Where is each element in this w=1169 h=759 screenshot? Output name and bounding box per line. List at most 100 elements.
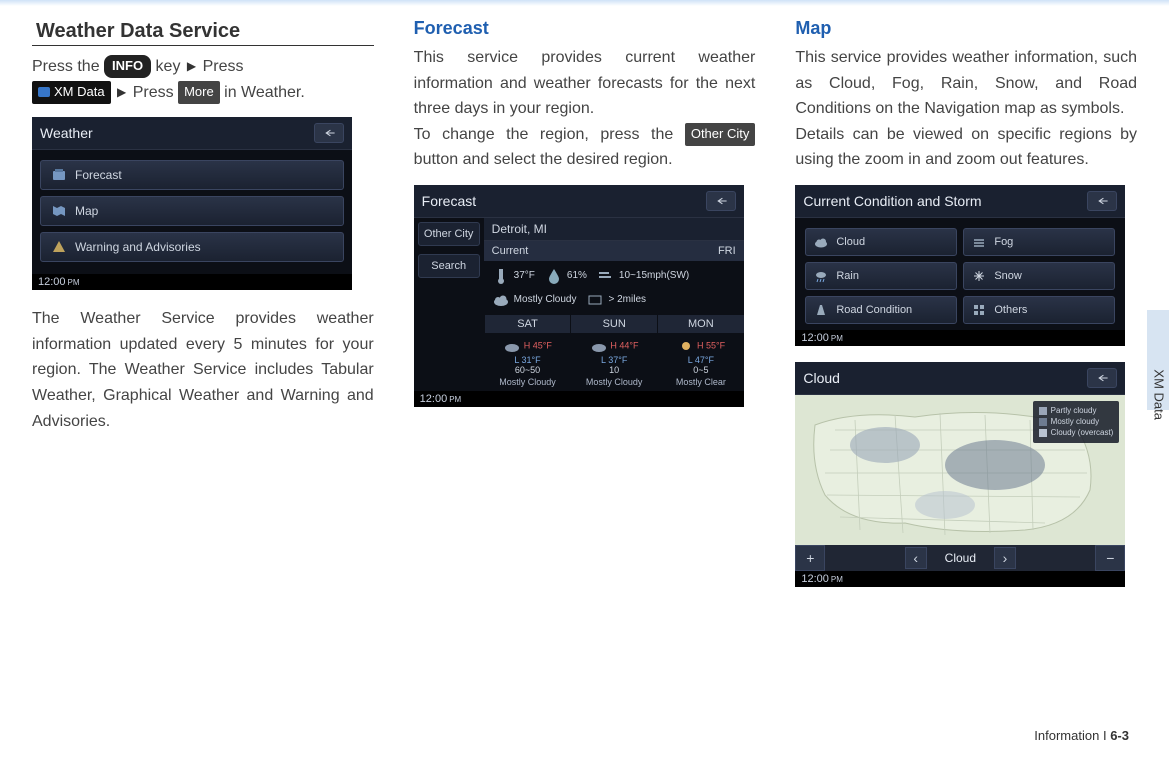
back-arrow-icon <box>714 196 728 206</box>
cell-label: Others <box>994 304 1027 316</box>
wind-icon <box>597 267 615 285</box>
cell-snow[interactable]: Snow <box>963 262 1115 290</box>
back-button[interactable] <box>1087 368 1117 388</box>
road-icon <box>814 303 828 317</box>
weather-device: Weather Forecast Map <box>32 117 352 290</box>
cell-label: Rain <box>836 270 859 282</box>
day-cell: H 45°F L 31°F 60~50 Mostly Cloudy <box>484 333 571 391</box>
cloud-map-canvas[interactable]: Partly cloudy Mostly cloudy Cloudy (over… <box>795 395 1125 545</box>
menu-item-forecast[interactable]: Forecast <box>40 160 344 190</box>
menu-item-warnings[interactable]: Warning and Advisories <box>40 232 344 262</box>
conditions-device: Current Condition and Storm Cloud Fog Ra… <box>795 185 1125 346</box>
device-title: Forecast <box>422 193 476 209</box>
extra: 10 <box>573 365 655 375</box>
clock-ampm: PM <box>68 278 80 287</box>
clock-bar: 12:00PM <box>795 330 1125 346</box>
hi: H 44°F <box>610 340 638 350</box>
visibility-icon <box>586 291 604 309</box>
day-head: MON <box>657 315 744 333</box>
day-cond: Mostly Cloudy <box>573 377 655 387</box>
column-map: Map This service provides weather inform… <box>795 18 1137 603</box>
text: key <box>156 58 185 75</box>
footer-section: Information <box>1034 728 1099 743</box>
legend-swatch <box>1039 407 1047 415</box>
device-title: Current Condition and Storm <box>803 193 981 209</box>
other-city-chip: Other City <box>685 123 756 146</box>
legend-label: Cloudy (overcast) <box>1051 427 1114 438</box>
hi-v: 55°F <box>706 340 725 350</box>
text: in Weather. <box>224 84 305 101</box>
instruction-line: Press the INFO key ▶ Press XM Data ▶ Pre… <box>32 54 374 105</box>
arrow-icon: ▶ <box>187 57 196 76</box>
clock-bar: 12:00PM <box>414 391 744 407</box>
day-cond: Mostly Cloudy <box>487 377 569 387</box>
zoom-out-button[interactable]: − <box>1095 545 1125 571</box>
hi: H 55°F <box>697 340 725 350</box>
extra: 60~50 <box>487 365 569 375</box>
clock-bar: 12:00PM <box>32 274 352 290</box>
back-arrow-icon <box>1095 373 1109 383</box>
current-wind: 10~15mph(SW) <box>597 267 689 285</box>
map-para2: Details can be viewed on specific region… <box>795 122 1137 173</box>
cloud-icon <box>503 337 521 355</box>
lo-v: 47°F <box>695 355 714 365</box>
xm-data-chip: XM Data <box>32 81 111 104</box>
back-button[interactable] <box>706 191 736 211</box>
grid-icon <box>972 303 986 317</box>
info-key: INFO <box>104 55 151 78</box>
other-city-button[interactable]: Other City <box>418 222 480 246</box>
text: To change the region, press the <box>414 126 685 143</box>
menu-label: Warning and Advisories <box>75 240 201 254</box>
hi-v: 44°F <box>619 340 638 350</box>
page-footer: Information I 6-3 <box>1034 728 1129 743</box>
droplet-icon <box>545 267 563 285</box>
back-button[interactable] <box>314 123 344 143</box>
cloud-map-device: Cloud Partl <box>795 362 1125 587</box>
text: Press <box>133 84 178 101</box>
day-cell: H 44°F L 37°F 10 Mostly Cloudy <box>570 333 657 391</box>
xm-icon <box>38 87 50 97</box>
clock-ampm: PM <box>831 575 843 584</box>
lo-v: 31°F <box>522 355 541 365</box>
cloud-icon <box>492 291 510 309</box>
sun-icon <box>677 337 695 355</box>
cell-others[interactable]: Others <box>963 296 1115 324</box>
cell-cloud[interactable]: Cloud <box>805 228 957 256</box>
cell-label: Cloud <box>836 236 865 248</box>
cell-fog[interactable]: Fog <box>963 228 1115 256</box>
rain-icon <box>814 269 828 283</box>
lo: L 31°F <box>514 355 540 365</box>
cell-label: Snow <box>994 270 1022 282</box>
device-title: Cloud <box>803 370 840 386</box>
current-label: Current <box>492 245 529 257</box>
humidity-value: 61% <box>567 270 587 281</box>
layer-label: Cloud <box>945 551 976 565</box>
map-bottom-bar: + ‹ Cloud › − <box>795 545 1125 571</box>
temp-value: 37°F <box>514 270 535 281</box>
menu-item-map[interactable]: Map <box>40 196 344 226</box>
lo-v: 37°F <box>608 355 627 365</box>
current-temp: 37°F <box>492 267 535 285</box>
wind-value: 10~15mph(SW) <box>619 270 689 281</box>
clock-time: 12:00 <box>801 573 829 585</box>
forecast-heading: Forecast <box>414 18 756 39</box>
cell-rain[interactable]: Rain <box>805 262 957 290</box>
zoom-in-button[interactable]: + <box>795 545 825 571</box>
legend-label: Partly cloudy <box>1051 405 1097 416</box>
clock-time: 12:00 <box>38 276 66 288</box>
menu-label: Map <box>75 204 98 218</box>
current-vis: > 2miles <box>586 291 646 309</box>
legend-swatch <box>1039 418 1047 426</box>
map-heading: Map <box>795 18 1137 39</box>
current-humidity: 61% <box>545 267 587 285</box>
next-button[interactable]: › <box>994 547 1016 569</box>
back-button[interactable] <box>1087 191 1117 211</box>
more-chip: More <box>178 81 220 104</box>
column-weather-data-service: Weather Data Service Press the INFO key … <box>32 18 374 603</box>
xm-label: XM Data <box>54 82 105 103</box>
cell-road[interactable]: Road Condition <box>805 296 957 324</box>
cell-label: Road Condition <box>836 304 912 316</box>
menu-label: Forecast <box>75 168 122 182</box>
prev-button[interactable]: ‹ <box>905 547 927 569</box>
search-button[interactable]: Search <box>418 254 480 278</box>
